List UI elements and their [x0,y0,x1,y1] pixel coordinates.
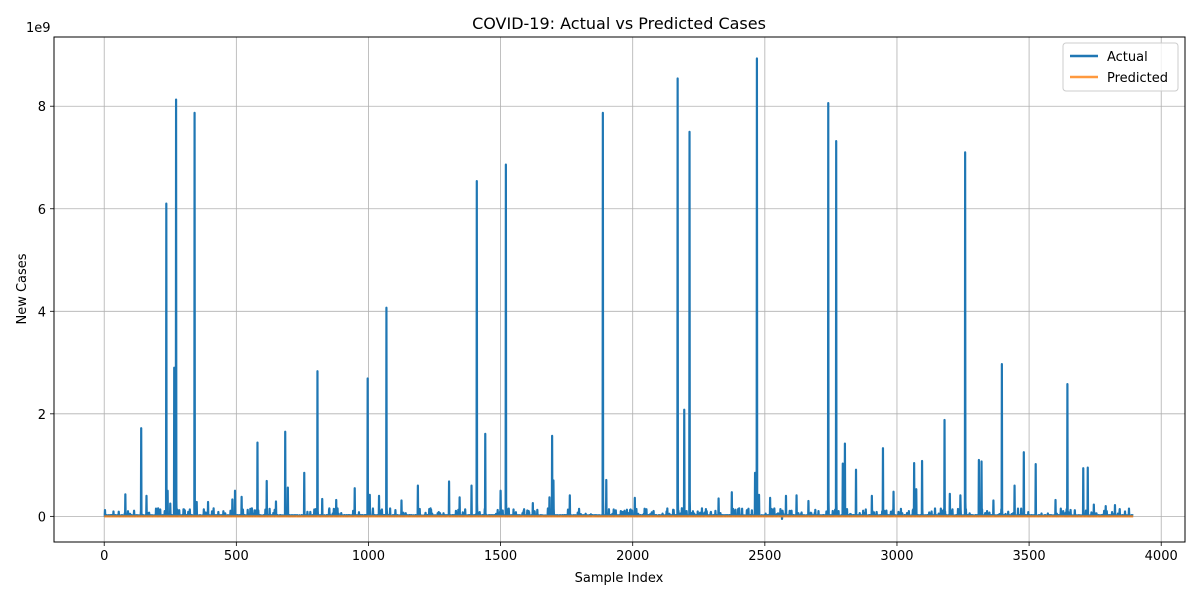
x-tick-label: 4000 [1145,549,1178,564]
x-tick-label: 1000 [352,549,385,564]
x-axis-label: Sample Index [575,571,664,586]
axis-ticks: 0 500 1000 1500 2000 2500 3000 3500 4000 0 2 4 6 8 [38,100,1178,564]
y-scale-offset-label: 1e9 [26,21,51,36]
x-tick-label: 500 [224,549,249,564]
plot-lines [103,57,1135,521]
x-tick-label: 2000 [616,549,649,564]
chart-title: COVID-19: Actual vs Predicted Cases [472,14,766,33]
legend: Actual Predicted [1062,42,1179,92]
plot-frame [53,36,1186,543]
y-tick-label: 0 [38,510,46,525]
x-tick-label: 1500 [484,549,517,564]
y-tick-label: 2 [38,408,46,423]
legend-label-predicted: Predicted [1107,71,1168,86]
x-tick-label: 2500 [748,549,781,564]
x-tick-label: 0 [100,549,108,564]
x-tick-label: 3000 [880,549,913,564]
y-tick-label: 8 [38,100,46,115]
y-tick-label: 6 [38,203,46,218]
x-tick-label: 3500 [1013,549,1046,564]
y-tick-label: 4 [38,305,46,320]
legend-label-actual: Actual [1107,50,1148,65]
y-axis-label: New Cases [15,253,30,324]
